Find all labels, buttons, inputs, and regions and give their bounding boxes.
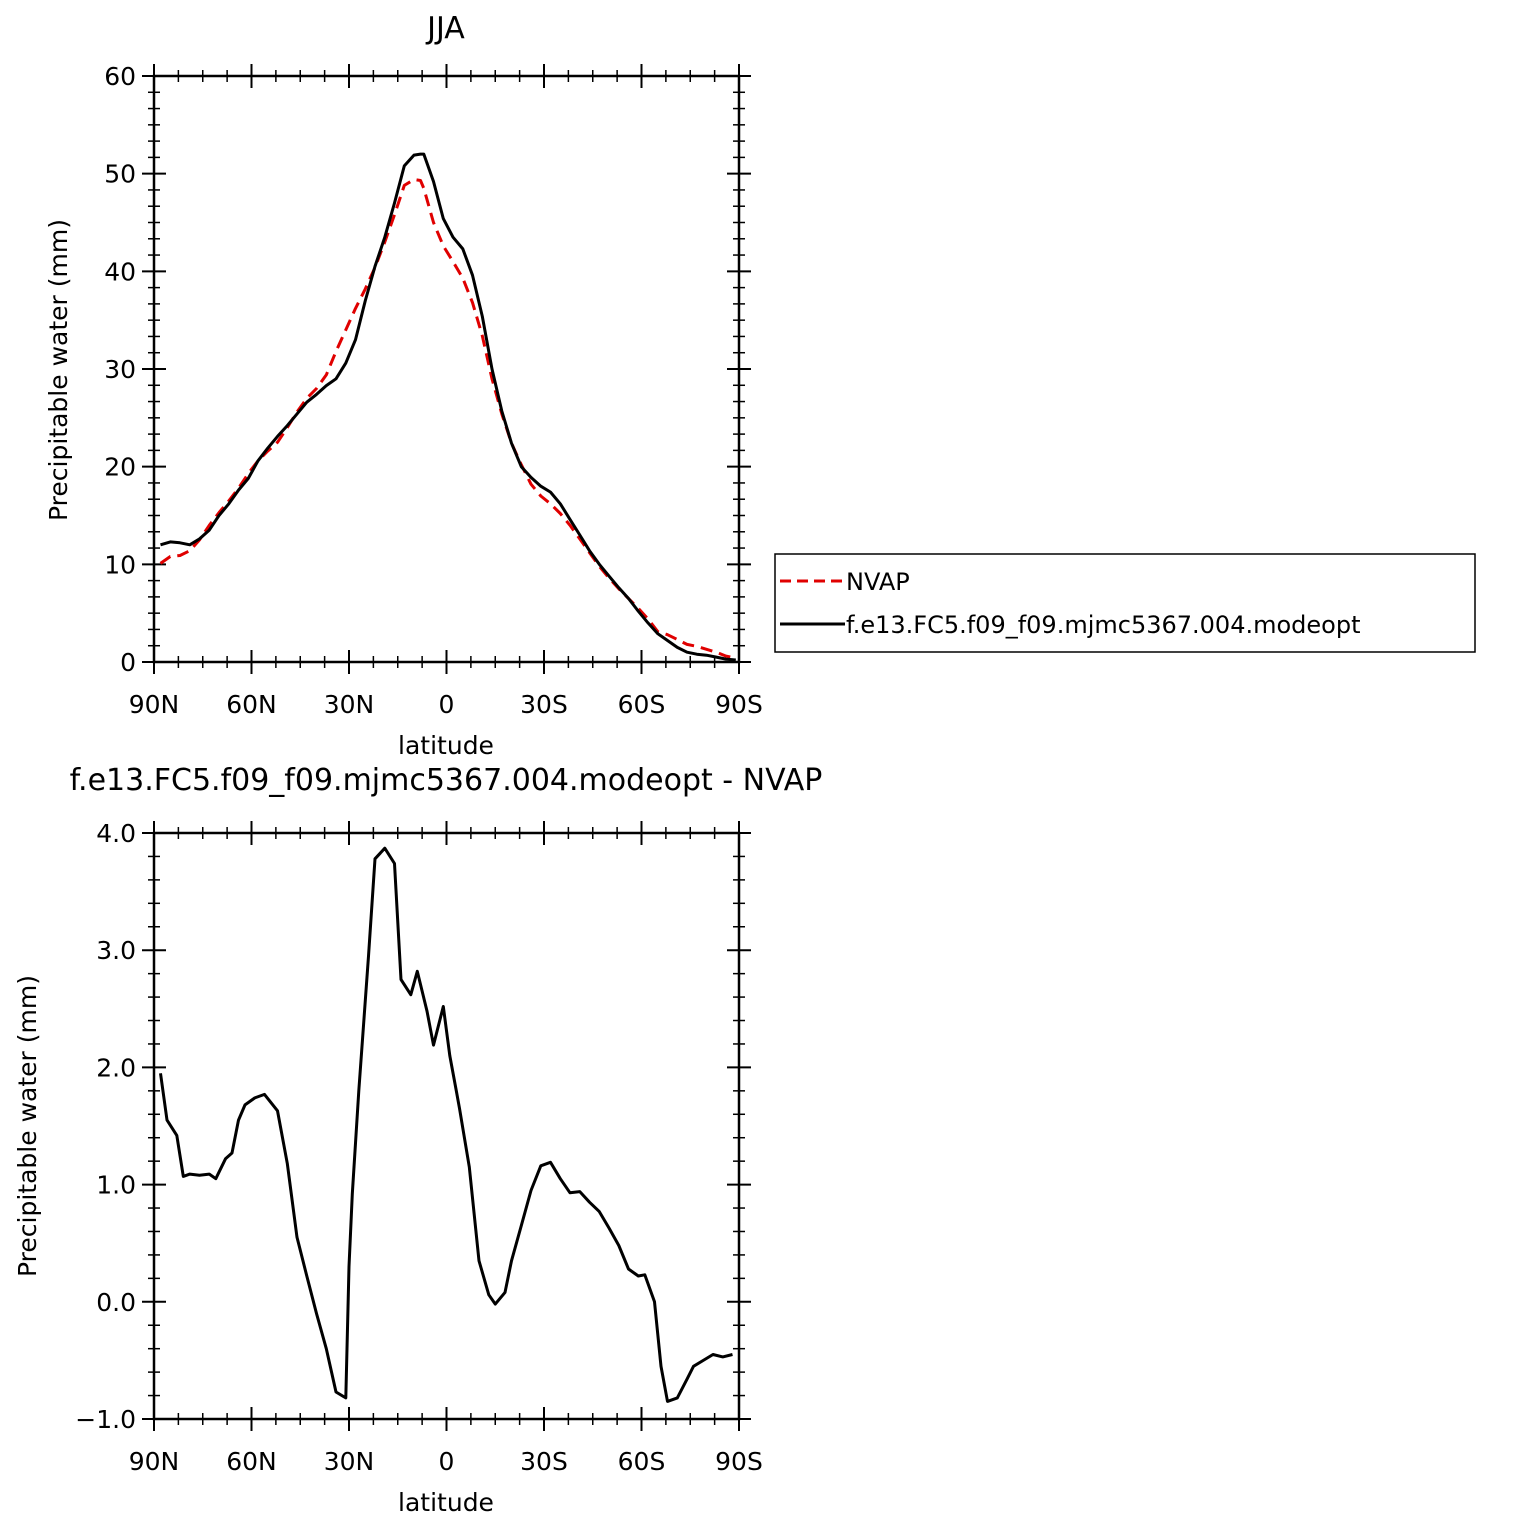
y-tick-label: 60 [104, 62, 136, 91]
y-tick-label: 0 [120, 648, 136, 677]
series-line-difference [159, 846, 733, 1403]
y-tick-label: 20 [104, 453, 136, 482]
y-tick-label: 1.0 [96, 1171, 136, 1200]
y-tick-label: 0.0 [96, 1288, 136, 1317]
legend-box [774, 553, 1476, 653]
y-tick-label: 30 [104, 355, 136, 384]
bottom-tick-labels: −1.0 0.0 1.0 2.0 3.0 4.0 90N 60N 30N 0 30S 60S 90S [75, 819, 763, 1476]
x-tick-label: 60N [226, 690, 277, 719]
bottom-chart-title: f.e13.FC5.f09_f09.mjmc5367.004.modeopt -… [70, 763, 823, 798]
y-tick-label: 3.0 [96, 936, 136, 965]
legend-label-model: f.e13.FC5.f09_f09.mjmc5367.004.modeopt [846, 611, 1361, 639]
y-tick-label: 40 [104, 257, 136, 286]
top-axis-ticks [142, 64, 751, 674]
top-panel: JJA 0 10 20 30 40 50 60 90N 60N 30N 0 30S 60S 90S lat… [44, 11, 1476, 760]
x-tick-label: 90N [129, 1447, 180, 1476]
legend: NVAP f.e13.FC5.f09_f09.mjmc5367.004.mode… [774, 553, 1476, 653]
x-tick-label: 60N [226, 1447, 277, 1476]
bottom-series-group [159, 846, 733, 1403]
bottom-panel: f.e13.FC5.f09_f09.mjmc5367.004.modeopt -… [13, 763, 822, 1517]
x-tick-label: 30N [324, 1447, 375, 1476]
top-plot-frame [152, 74, 741, 664]
x-tick-label: 30S [520, 690, 568, 719]
x-tick-label: 0 [439, 1447, 455, 1476]
x-tick-label: 90S [715, 1447, 763, 1476]
x-tick-label: 60S [618, 1447, 666, 1476]
y-tick-label: −1.0 [75, 1405, 136, 1434]
y-tick-label: 2.0 [96, 1053, 136, 1082]
y-tick-label: 4.0 [96, 819, 136, 848]
y-tick-label: 50 [104, 160, 136, 189]
x-tick-label: 60S [618, 690, 666, 719]
bottom-y-axis-label: Precipitable water (mm) [13, 975, 42, 1277]
x-tick-label: 0 [439, 690, 455, 719]
legend-label-nvap: NVAP [846, 568, 910, 596]
x-tick-label: 90S [715, 690, 763, 719]
top-tick-labels: 0 10 20 30 40 50 60 90N 60N 30N 0 30S 60S 90S [104, 62, 763, 719]
y-tick-label: 10 [104, 550, 136, 579]
x-tick-label: 90N [129, 690, 180, 719]
series-line-model [160, 152, 736, 662]
top-y-axis-label: Precipitable water (mm) [44, 219, 73, 521]
series-line-nvap [159, 178, 737, 660]
top-chart-title: JJA [425, 11, 465, 46]
top-series-group [159, 152, 737, 662]
bottom-plot-frame [152, 831, 741, 1421]
x-tick-label: 30N [324, 690, 375, 719]
bottom-x-axis-label: latitude [398, 1488, 494, 1517]
top-x-axis-label: latitude [398, 731, 494, 760]
x-tick-label: 30S [520, 1447, 568, 1476]
